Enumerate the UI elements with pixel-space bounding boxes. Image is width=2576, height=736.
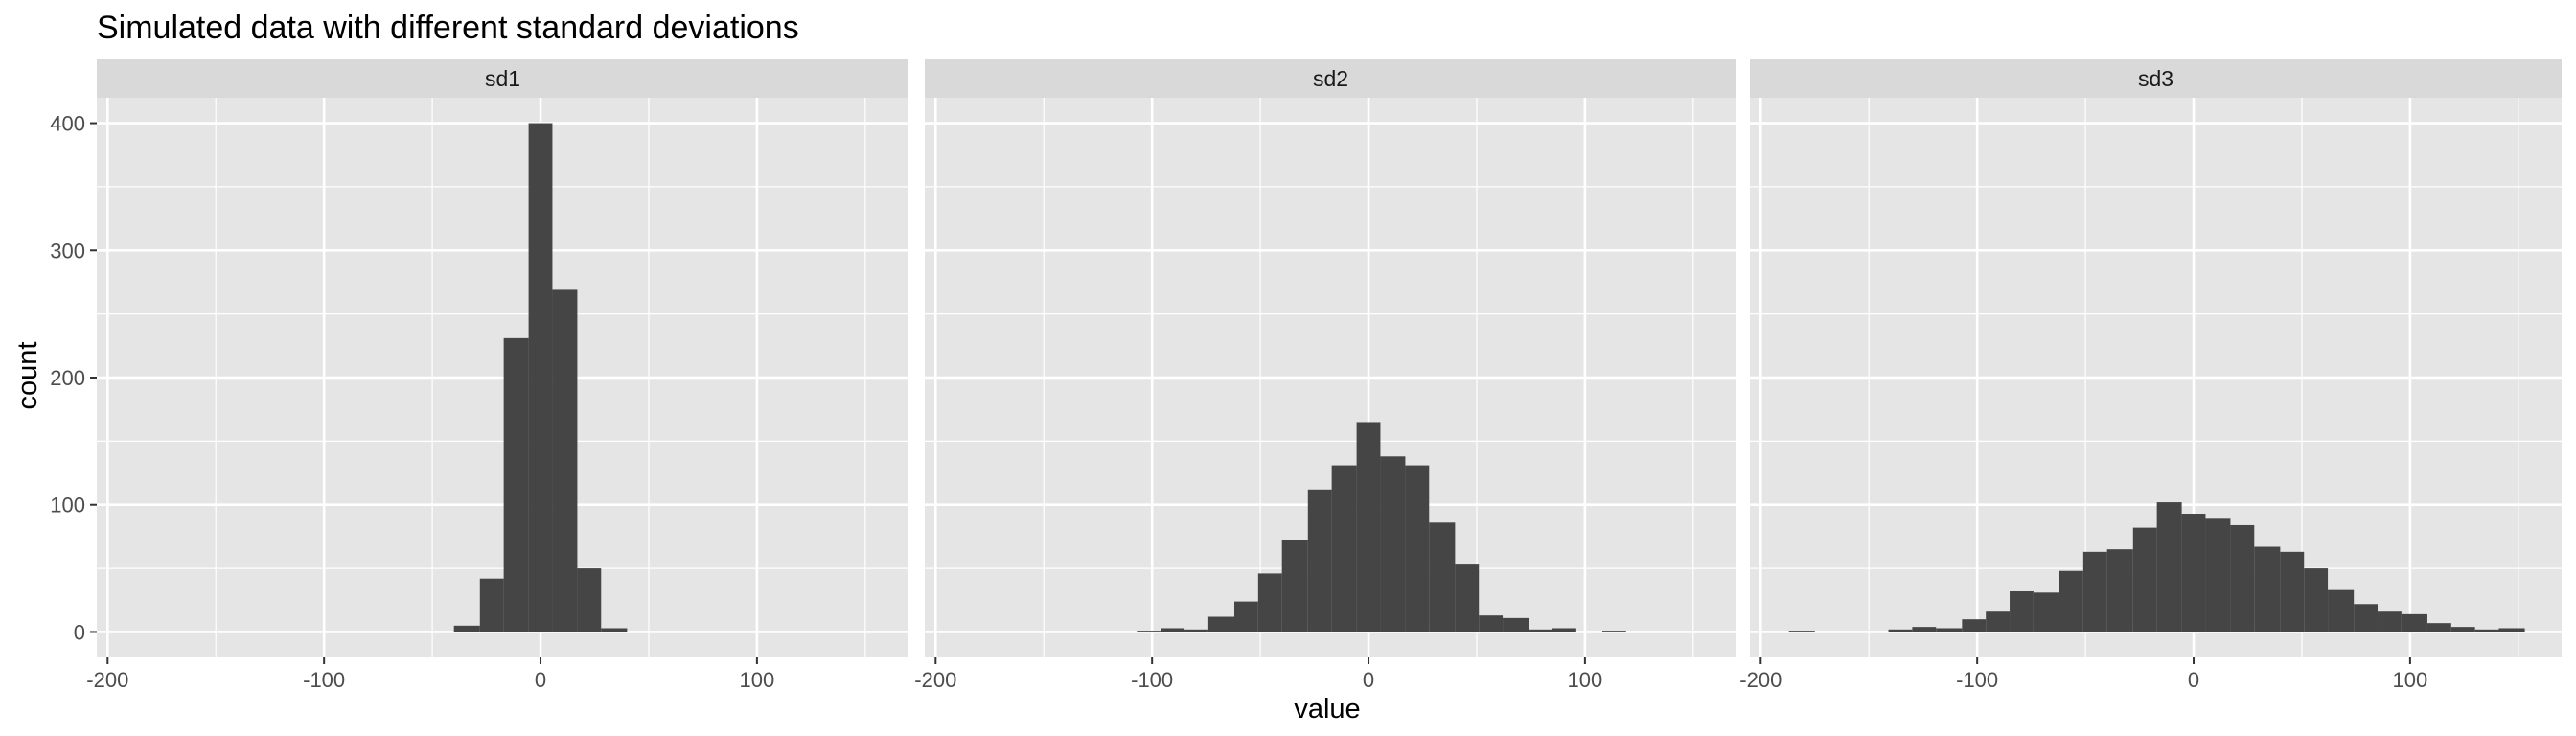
x-tick-label: -100 (1956, 668, 1998, 692)
histogram-bar (1331, 465, 1357, 632)
histogram-bar (1788, 631, 1815, 632)
histogram-bar (2058, 570, 2083, 632)
x-tick-label: -200 (86, 668, 128, 692)
facet-strip (925, 59, 1736, 98)
histogram-bar (2304, 568, 2329, 632)
facet-strip (97, 59, 908, 98)
histogram-bar (1529, 629, 1553, 632)
histogram-bar (1137, 631, 1162, 632)
histogram-bar (601, 628, 628, 632)
facet-strip-label: sd3 (2138, 66, 2174, 91)
x-tick-label: 0 (1363, 668, 1374, 692)
y-tick-label: 100 (50, 494, 85, 518)
histogram-bar (2474, 629, 2499, 632)
facet-strip (1750, 59, 2562, 98)
histogram-bar (1455, 564, 1480, 632)
histogram-bar (2230, 524, 2255, 632)
histogram-bar (2254, 546, 2281, 632)
histogram-bar (528, 123, 553, 632)
histogram-bar (2354, 604, 2379, 632)
facet-strip-label: sd2 (1313, 66, 1348, 91)
histogram-bar (1257, 573, 1282, 632)
facet-panel-sd2: sd2 -200 -100 0 100 (914, 59, 1736, 692)
x-tick-label: 0 (535, 668, 546, 692)
histogram-bar (1356, 422, 1381, 632)
histogram-bar (2426, 623, 2451, 632)
histogram-bar (453, 625, 480, 632)
histogram-bar (2401, 613, 2427, 632)
histogram-bar (1888, 629, 1913, 632)
histogram-bar (552, 289, 578, 632)
histogram-bar (2106, 549, 2133, 632)
histogram-bar (2082, 551, 2107, 632)
histogram-bar (2156, 502, 2182, 632)
facet-panel-sd1: sd1 -200 -100 0 100 0 100 200 300 400 (50, 59, 908, 692)
histogram-bar (1429, 522, 1456, 632)
x-tick-label: 100 (1568, 668, 1603, 692)
histogram-bar (1307, 489, 1332, 632)
histogram-bar (1962, 619, 1987, 632)
x-tick-label: -200 (914, 668, 956, 692)
histogram-bar (577, 568, 602, 632)
histogram-bar (1208, 616, 1234, 632)
histogram-bar (1936, 628, 1963, 632)
histogram-bar (1503, 617, 1530, 632)
facet-strip-label: sd1 (485, 66, 520, 91)
histogram-bar (1479, 615, 1504, 632)
histogram-bar (1380, 456, 1406, 632)
facet-panels: sd1 -200 -100 0 100 0 100 200 300 400 sd2 -200 -100 0… (50, 59, 2562, 692)
x-tick-label: 0 (2188, 668, 2199, 692)
y-tick-label: 200 (50, 366, 85, 390)
histogram-bar (1601, 631, 1626, 632)
histogram-bar (2132, 527, 2157, 632)
histogram-bar (479, 578, 504, 632)
y-tick-label: 0 (74, 620, 85, 644)
histogram-bar (1986, 611, 2011, 632)
y-tick-label: 400 (50, 112, 85, 136)
histogram-bar (2280, 551, 2305, 632)
y-tick-label: 300 (50, 239, 85, 263)
histogram-bar (2378, 611, 2402, 632)
histogram-bar (1405, 465, 1430, 632)
histogram-bar (1161, 628, 1185, 632)
x-tick-label: -100 (303, 668, 345, 692)
histogram-bar (1281, 540, 1308, 632)
histogram-bar (2498, 628, 2525, 632)
facet-panel-sd3: sd3 -200 -100 0 100 (1739, 59, 2562, 692)
x-tick-label: 100 (2393, 668, 2428, 692)
histogram-bar (2010, 590, 2034, 632)
histogram-bar (1233, 601, 1258, 632)
histogram-bar (1912, 627, 1937, 632)
x-axis-title: value (1294, 694, 1360, 724)
histogram-bar (2450, 627, 2475, 632)
histogram-bar (2328, 589, 2355, 632)
histogram-bar (1184, 629, 1208, 632)
x-tick-label: -100 (1131, 668, 1173, 692)
histogram-bar (2033, 592, 2059, 632)
histogram-bar (2181, 514, 2206, 632)
histogram-bar (2205, 518, 2231, 632)
histogram-bar (503, 337, 529, 632)
histogram-bar (1552, 628, 1576, 632)
x-tick-label: 100 (740, 668, 775, 692)
x-tick-label: -200 (1739, 668, 1782, 692)
y-axis-title: count (12, 342, 43, 410)
chart-title: Simulated data with different standard d… (97, 10, 799, 46)
